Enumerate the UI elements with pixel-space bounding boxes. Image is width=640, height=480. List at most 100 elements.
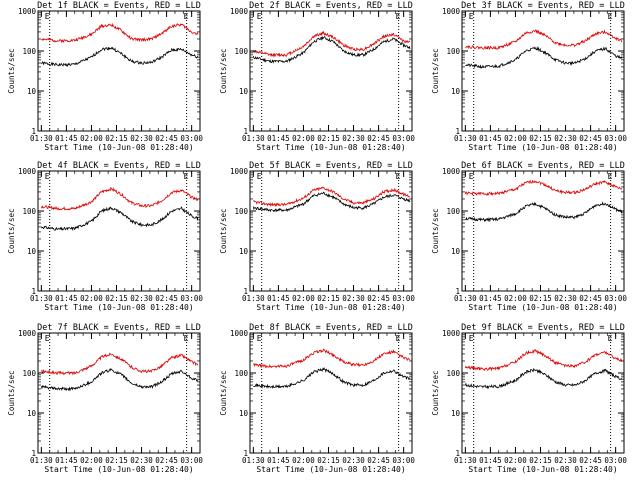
panel-title: Det 3f BLACK = Events, RED = LLD (461, 1, 625, 11)
x-axis-label: Start Time (10-Jun-08 01:28:40) (44, 143, 193, 152)
y-tick-label: 100 (446, 207, 460, 216)
x-tick-label: 01:45 (55, 294, 78, 303)
x-tick-label: 01:45 (55, 134, 78, 143)
y-tick-label: 1 (455, 287, 460, 296)
x-tick-label: 01:45 (55, 456, 78, 465)
panel-title: Det 2f BLACK = Events, RED = LLD (249, 1, 413, 11)
x-tick-label: 02:15 (317, 134, 340, 143)
series-line-lld (252, 30, 411, 58)
y-axis-label: Counts/sec (7, 48, 16, 93)
plot-frame (37, 332, 201, 454)
corner-label-2: E (396, 334, 401, 343)
y-axis-label: Counts/sec (431, 370, 440, 415)
x-tick-label: 02:30 (130, 294, 153, 303)
x-tick-label: 01:30 (454, 456, 477, 465)
x-tick-label: 03:00 (180, 294, 203, 303)
x-tick-label: 02:45 (367, 134, 390, 143)
corner-label-2: E (184, 12, 189, 21)
y-tick-label: 1 (455, 127, 460, 136)
y-tick-label: 10 (27, 409, 37, 418)
x-tick-label: 02:15 (529, 134, 552, 143)
y-tick-label: 10 (451, 87, 461, 96)
series-line-events (40, 206, 199, 232)
y-tick-label: 1 (31, 287, 36, 296)
y-tick-label: 1000 (230, 7, 249, 16)
y-tick-label: 1000 (18, 329, 37, 338)
x-tick-label: 01:30 (30, 294, 53, 303)
y-tick-label: 10 (239, 247, 249, 256)
panel-title: Det 9f BLACK = Events, RED = LLD (461, 323, 625, 333)
x-axis-label: Start Time (10-Jun-08 01:28:40) (468, 303, 617, 312)
x-tick-label: 02:00 (292, 456, 315, 465)
x-tick-label: 02:00 (292, 134, 315, 143)
series-line-lld (253, 348, 411, 369)
y-axis-label: Counts/sec (219, 370, 228, 415)
y-tick-label: 1 (243, 287, 248, 296)
x-tick-label: 02:45 (155, 294, 178, 303)
y-tick-label: 100 (234, 47, 248, 56)
series-line-events (41, 46, 199, 68)
x-tick-label: 01:45 (479, 134, 502, 143)
x-tick-label: 02:15 (105, 294, 128, 303)
y-tick-label: 100 (446, 47, 460, 56)
series-line-lld (40, 186, 199, 211)
plot-frame (37, 170, 201, 292)
x-axis-label: Start Time (10-Jun-08 01:28:40) (44, 303, 193, 312)
x-tick-label: 01:30 (242, 294, 265, 303)
x-tick-label: 02:45 (155, 456, 178, 465)
y-tick-label: 100 (446, 369, 460, 378)
x-tick-label: 02:30 (342, 456, 365, 465)
y-tick-label: 100 (22, 47, 36, 56)
y-tick-label: 1 (243, 449, 248, 458)
x-tick-label: 01:30 (242, 134, 265, 143)
panel-title: Det 8f BLACK = Events, RED = LLD (249, 323, 413, 333)
x-tick-label: 01:45 (267, 294, 290, 303)
y-axis-label: Counts/sec (431, 208, 440, 253)
x-tick-label: 01:45 (267, 134, 290, 143)
x-tick-label: 02:30 (554, 456, 577, 465)
y-tick-label: 10 (451, 247, 461, 256)
y-tick-label: 1 (31, 127, 36, 136)
y-tick-label: 1000 (18, 7, 37, 16)
corner-label-1: E (257, 334, 262, 343)
plot-frame (37, 10, 201, 132)
corner-label-2: E (396, 172, 401, 181)
x-tick-label: 03:00 (392, 294, 415, 303)
x-tick-label: 01:30 (242, 456, 265, 465)
series-line-events (253, 367, 411, 389)
corner-label-2: E (608, 12, 613, 21)
series-line-events (252, 191, 411, 213)
x-tick-label: 02:15 (317, 456, 340, 465)
series-line-lld (464, 349, 623, 372)
series-line-lld (40, 352, 199, 376)
series-line-events (464, 201, 623, 223)
x-tick-label: 02:45 (579, 456, 602, 465)
x-tick-label: 02:30 (554, 134, 577, 143)
x-tick-label: 02:00 (504, 456, 527, 465)
x-tick-label: 03:00 (604, 456, 627, 465)
corner-label-2: E (184, 172, 189, 181)
series-line-events (252, 35, 411, 64)
series-line-lld (464, 179, 623, 197)
y-tick-label: 1000 (442, 167, 461, 176)
plot-frame (461, 332, 625, 454)
y-tick-label: 1000 (18, 167, 37, 176)
y-axis-label: Counts/sec (431, 48, 440, 93)
x-tick-label: 02:00 (80, 134, 103, 143)
y-tick-label: 10 (27, 247, 37, 256)
corner-label-1: E (257, 172, 262, 181)
x-tick-label: 03:00 (392, 134, 415, 143)
y-axis-label: Counts/sec (219, 208, 228, 253)
corner-label-1: E (469, 12, 474, 21)
x-tick-label: 03:00 (604, 134, 627, 143)
y-tick-label: 100 (234, 207, 248, 216)
x-tick-label: 02:15 (529, 456, 552, 465)
y-tick-label: 100 (234, 369, 248, 378)
